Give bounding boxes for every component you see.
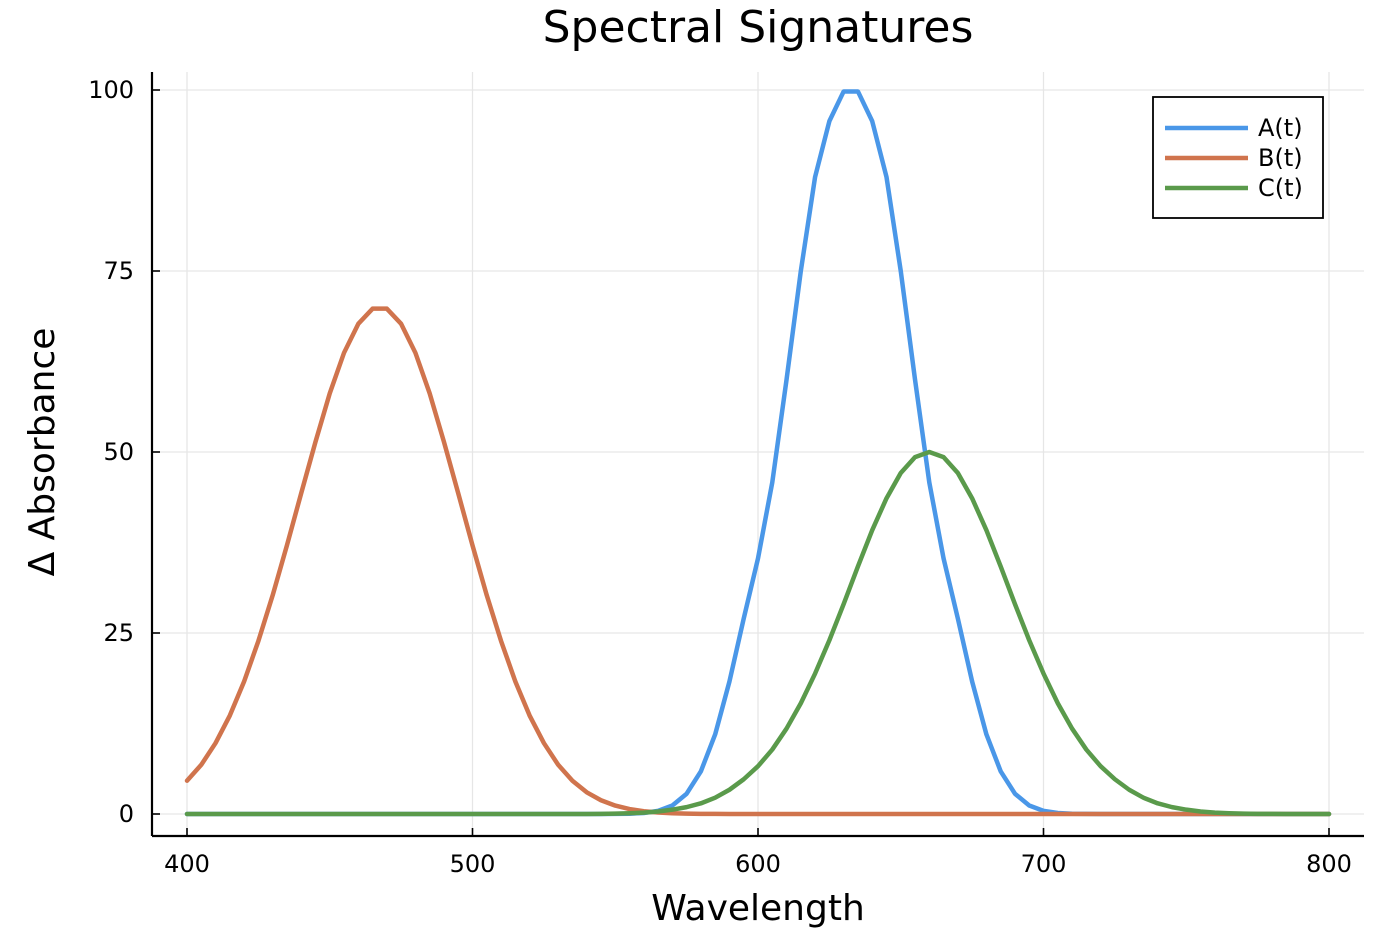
ticks: 400 500 600 700 800 0 25 50 75 100: [88, 76, 1352, 878]
series-line-2: [184, 306, 1332, 817]
y-tick-label: 25: [103, 619, 134, 647]
y-axis-label: Δ Absorbance: [22, 328, 63, 577]
legend-label-2: B(t): [1258, 144, 1303, 172]
legend-label-1: A(t): [1258, 114, 1303, 142]
y-tick-label: 50: [103, 438, 134, 466]
legend: A(t)B(t)C(t): [1152, 96, 1324, 219]
x-axis-label: Wavelength: [651, 888, 865, 929]
chart-title: Spectral Signatures: [543, 2, 974, 53]
series-lines: [184, 89, 1332, 817]
y-tick-label: 75: [103, 257, 134, 285]
x-tick-label: 500: [450, 850, 496, 878]
series-line-3: [184, 449, 1332, 817]
legend-label-3: C(t): [1258, 174, 1303, 202]
y-tick-label: 0: [119, 800, 134, 828]
y-tick-label: 100: [88, 76, 134, 104]
x-tick-label: 600: [735, 850, 781, 878]
x-tick-label: 700: [1021, 850, 1067, 878]
x-tick-label: 800: [1306, 850, 1352, 878]
x-tick-label: 400: [164, 850, 210, 878]
